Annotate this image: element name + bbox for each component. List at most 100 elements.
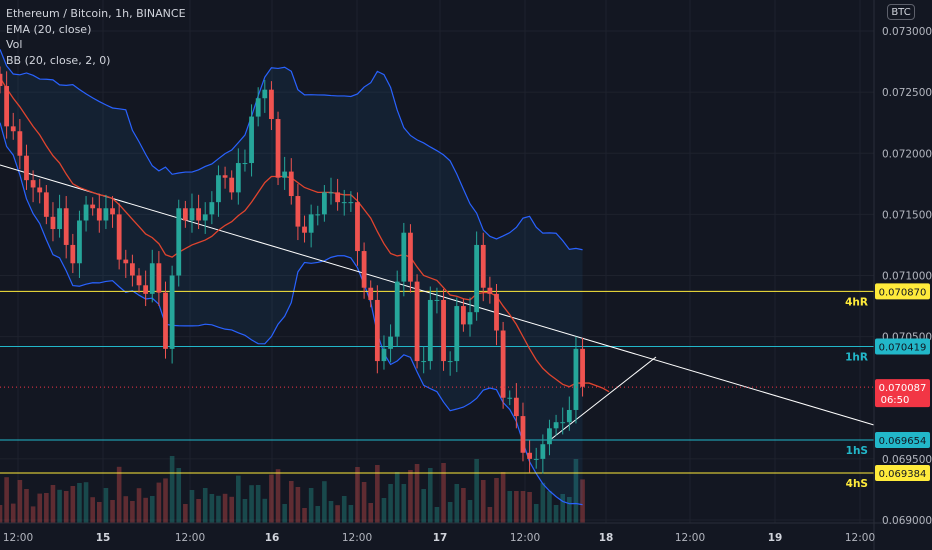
volume-bar xyxy=(282,504,287,523)
price-tick-label: 0.073000 xyxy=(882,26,932,38)
volume-bar xyxy=(44,493,49,523)
candle-body xyxy=(255,98,261,117)
volume-bar xyxy=(394,472,400,523)
bollinger-indicator-label[interactable]: BB (20, close, 2, 0) xyxy=(6,53,111,67)
ascending-trendline xyxy=(549,356,657,441)
price-tick-label: 0.072500 xyxy=(882,87,932,99)
candle-body xyxy=(136,275,142,286)
candle-body xyxy=(560,422,566,424)
volume-bar xyxy=(30,506,36,523)
bollinger-band-fill xyxy=(0,49,583,505)
volume-bar xyxy=(533,504,539,523)
candle-body xyxy=(0,73,3,87)
volume-bar xyxy=(375,465,380,523)
volume-bar xyxy=(507,491,513,523)
level-price-tag-4hs: 0.069384 xyxy=(879,469,927,480)
time-tick-label: 12:00 xyxy=(175,532,205,544)
volume-bar xyxy=(308,488,314,523)
candle-body xyxy=(540,444,546,459)
candle-body xyxy=(553,422,559,429)
candle-body xyxy=(520,416,526,453)
candle-body xyxy=(24,155,29,181)
candle-body xyxy=(401,232,407,282)
volume-bars xyxy=(0,456,585,523)
volume-bar xyxy=(50,485,56,523)
volume-bar xyxy=(355,467,360,523)
candle-body xyxy=(77,220,82,264)
price-tick-label: 0.069000 xyxy=(882,515,932,527)
volume-bar xyxy=(202,488,208,523)
price-axis[interactable]: 0.073000 0.072500 0.072000 0.071500 0.071000… xyxy=(882,26,932,527)
candle-body xyxy=(189,208,195,221)
level-name-1hr: 1hR xyxy=(845,352,868,364)
candle-body xyxy=(63,208,69,245)
volume-bar xyxy=(90,497,95,523)
time-tick-label: 18 xyxy=(599,532,614,544)
time-tick-label: 12:00 xyxy=(3,532,33,544)
candle-body xyxy=(57,208,62,230)
volume-bar xyxy=(288,481,294,523)
volume-bar xyxy=(97,502,102,523)
volume-bar xyxy=(0,505,3,523)
candle-body xyxy=(10,126,16,132)
volume-bar xyxy=(421,489,426,523)
candle-body xyxy=(295,196,301,227)
volume-bar xyxy=(480,480,486,523)
candle-body xyxy=(90,204,96,209)
level-labels: 4hR 0.070870 1hR 0.070419 1hS 0.069654 4hS 0.06… xyxy=(845,283,930,490)
candle-body xyxy=(143,285,149,294)
volume-bar xyxy=(269,474,274,523)
candle-body xyxy=(355,202,360,252)
candle-body xyxy=(269,89,274,120)
volume-bar xyxy=(447,502,453,523)
candle-body xyxy=(533,458,539,460)
volume-bar xyxy=(156,482,162,523)
volume-bar xyxy=(37,493,43,523)
time-axis[interactable]: 12:00 15 12:00 16 12:00 17 12:00 18 12:00 19 12:00 xyxy=(3,532,875,544)
candle-body xyxy=(83,204,89,221)
symbol-title[interactable]: Ethereum / Bitcoin, 1h, BINANCE xyxy=(6,7,186,20)
price-tick-label: 0.071000 xyxy=(882,271,932,283)
candle-body xyxy=(216,175,221,203)
volume-bar xyxy=(487,507,493,523)
volume-bar xyxy=(560,494,565,523)
candle-body xyxy=(156,263,162,293)
currency-badge[interactable]: BTC xyxy=(887,4,915,20)
candle-body xyxy=(487,287,493,294)
volume-bar xyxy=(70,486,76,523)
volume-indicator-label[interactable]: Vol xyxy=(6,38,23,51)
ema-indicator-label[interactable]: EMA (20, close) xyxy=(6,22,92,36)
candle-body xyxy=(169,275,175,349)
volume-bar xyxy=(295,487,301,523)
candle-body xyxy=(222,175,228,178)
candle-body xyxy=(17,131,23,156)
volume-bar xyxy=(189,490,195,523)
volume-bar xyxy=(520,491,526,523)
candle-body xyxy=(527,452,532,459)
time-tick-label: 12:00 xyxy=(845,532,875,544)
level-price-tag-bg xyxy=(875,432,930,449)
volume-bar xyxy=(408,470,413,523)
candle-body xyxy=(235,163,241,193)
candle-countdown: 06:50 xyxy=(881,395,910,406)
volume-bar xyxy=(547,491,552,523)
candle-body xyxy=(408,232,413,282)
volume-bar xyxy=(130,501,135,523)
candle-body xyxy=(116,214,122,260)
volume-bar xyxy=(262,498,268,523)
volume-bar xyxy=(103,488,109,523)
candle-body xyxy=(209,202,215,215)
level-price-tag-1hr: 0.070419 xyxy=(879,343,927,354)
time-tick-label: 19 xyxy=(768,532,783,544)
candle-body xyxy=(182,208,188,221)
volume-bar xyxy=(500,472,506,523)
volume-bar xyxy=(83,482,89,523)
candle-body xyxy=(507,397,513,399)
candle-body xyxy=(573,348,579,410)
candle-body xyxy=(50,216,56,230)
volume-bar xyxy=(454,484,460,523)
volume-bar xyxy=(441,463,446,523)
volume-bar xyxy=(302,508,307,523)
volume-bar xyxy=(428,468,433,523)
